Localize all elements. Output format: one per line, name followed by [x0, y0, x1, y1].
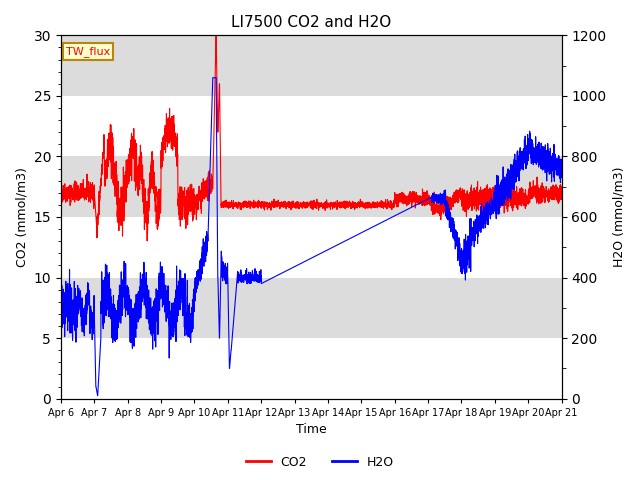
- Bar: [61, 36, 561, 96]
- Y-axis label: H2O (mmol/m3): H2O (mmol/m3): [612, 167, 625, 267]
- Y-axis label: CO2 (mmol/m3): CO2 (mmol/m3): [15, 167, 28, 267]
- Bar: [61, 96, 561, 156]
- X-axis label: Time: Time: [296, 423, 326, 436]
- Bar: [61, 156, 561, 217]
- Text: TW_flux: TW_flux: [66, 46, 110, 57]
- Bar: [61, 338, 561, 398]
- Title: LI7500 CO2 and H2O: LI7500 CO2 and H2O: [231, 15, 392, 30]
- Bar: [61, 277, 561, 338]
- Bar: [61, 217, 561, 277]
- Legend: CO2, H2O: CO2, H2O: [241, 451, 399, 474]
